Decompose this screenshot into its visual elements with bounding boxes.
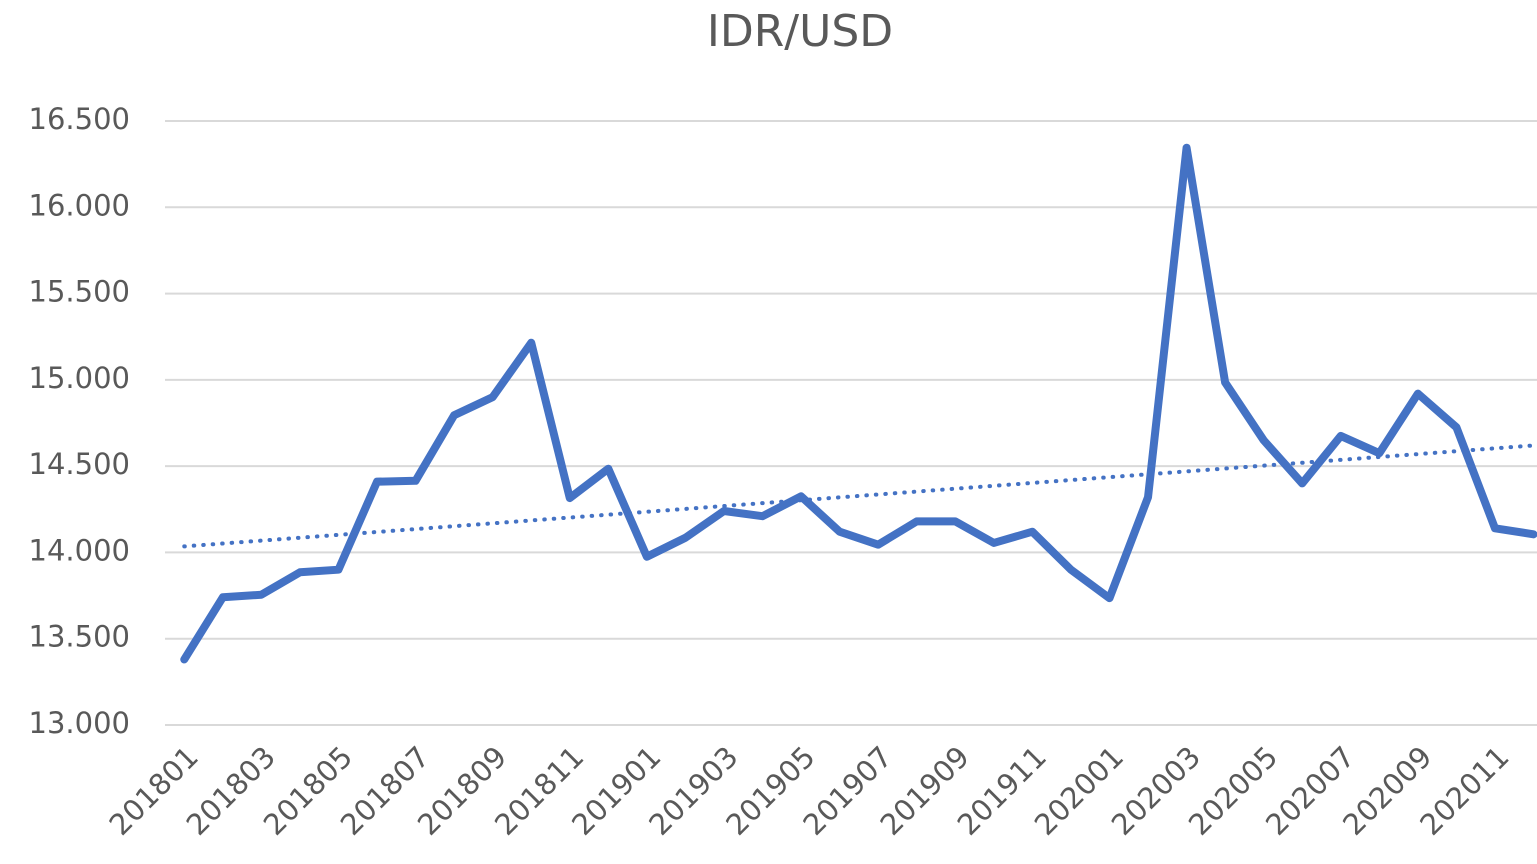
y-tick-label: 14.500 (29, 447, 130, 481)
trendline (182, 443, 1536, 549)
data-line (180, 143, 1537, 664)
y-tick-label: 16.000 (29, 188, 130, 222)
y-tick-label: 15.000 (29, 361, 130, 395)
chart-title: IDR/USD (707, 6, 893, 57)
y-tick-label: 16.500 (29, 102, 130, 136)
y-tick-label: 13.500 (29, 620, 130, 654)
y-tick-label: 15.500 (29, 275, 130, 309)
y-tick-label: 13.000 (29, 706, 130, 740)
y-tick-label: 14.000 (29, 533, 130, 567)
